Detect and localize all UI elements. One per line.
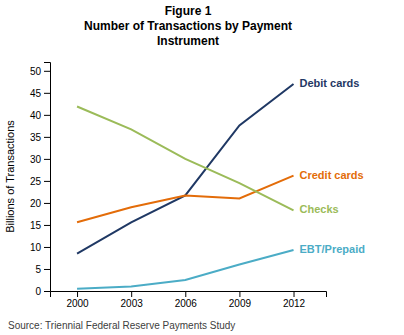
y-tick: 15 bbox=[30, 220, 50, 231]
y-tick: 25 bbox=[30, 176, 50, 187]
x-tick-mark bbox=[294, 291, 295, 297]
y-tick-mark bbox=[44, 225, 50, 226]
series-labels: Debit cards Credit cards Checks EBT/Prepaid bbox=[300, 77, 365, 255]
x-tick-mark bbox=[77, 291, 78, 297]
y-tick-mark bbox=[44, 269, 50, 270]
series-line bbox=[77, 84, 293, 254]
x-axis: 2000 2003 2006 2009 2012 bbox=[51, 291, 327, 309]
lines bbox=[77, 84, 293, 289]
y-tick: 10 bbox=[30, 242, 50, 253]
y-tick: 0 bbox=[35, 286, 50, 297]
y-tick-label: 5 bbox=[35, 264, 41, 275]
x-axis-line bbox=[51, 292, 327, 298]
title-line: Instrument bbox=[157, 34, 219, 48]
x-tick-mark bbox=[131, 291, 132, 297]
x-tick-mark bbox=[239, 291, 240, 297]
title: Figure 1Number of Transactions by Paymen… bbox=[84, 4, 292, 48]
y-axis: 0 5 10 15 20 25 30 35 40 45 50 bbox=[30, 63, 51, 297]
x-tick: 2006 bbox=[175, 291, 198, 309]
title-line: Number of Transactions by Payment bbox=[84, 19, 292, 33]
y-tick-mark bbox=[44, 181, 50, 182]
y-tick-mark bbox=[44, 247, 50, 248]
y-tick: 5 bbox=[35, 264, 50, 275]
x-tick-label: 2009 bbox=[229, 298, 252, 309]
series-label: Checks bbox=[300, 203, 339, 215]
y-tick-mark bbox=[44, 93, 50, 94]
x-tick: 2000 bbox=[66, 291, 89, 309]
x-tick-label: 2012 bbox=[283, 298, 306, 309]
y-tick-mark bbox=[44, 137, 50, 138]
y-tick: 30 bbox=[30, 154, 50, 165]
source: Source: Triennial Federal Reserve Paymen… bbox=[8, 320, 235, 331]
y-tick-label: 0 bbox=[35, 286, 41, 297]
y-tick: 35 bbox=[30, 132, 50, 143]
y-tick: 40 bbox=[30, 110, 50, 121]
y-tick: 45 bbox=[30, 88, 50, 99]
x-tick-label: 2000 bbox=[66, 298, 89, 309]
x-tick-label: 2006 bbox=[175, 298, 198, 309]
y-tick-label: 35 bbox=[30, 132, 42, 143]
series-label: Credit cards bbox=[300, 169, 364, 181]
y-tick-mark bbox=[44, 291, 50, 292]
y-tick: 20 bbox=[30, 198, 50, 209]
x-tick: 2009 bbox=[229, 291, 252, 309]
chart: 2000 2003 2006 2009 2012 0 5 10 15 20 25 30 35 40 45 50… bbox=[0, 0, 404, 335]
y-tick-label: 10 bbox=[30, 242, 42, 253]
y-tick-label: 45 bbox=[30, 88, 42, 99]
y-axis-line bbox=[44, 63, 51, 292]
series-line bbox=[77, 176, 293, 223]
plot: 2000 2003 2006 2009 2012 0 5 10 15 20 25 30 35 40 45 50… bbox=[30, 63, 365, 310]
series-line bbox=[77, 106, 293, 210]
y-tick-mark bbox=[44, 159, 50, 160]
series-label: EBT/Prepaid bbox=[300, 243, 365, 255]
x-tick: 2003 bbox=[121, 291, 144, 309]
y-tick-label: 40 bbox=[30, 110, 42, 121]
y-tick-mark bbox=[44, 71, 50, 72]
y-tick-label: 15 bbox=[30, 220, 42, 231]
y-tick-label: 50 bbox=[30, 66, 42, 77]
y-tick-mark bbox=[44, 115, 50, 116]
y-tick-mark bbox=[44, 203, 50, 204]
y-axis-title: Billions of Transactions bbox=[4, 120, 16, 233]
y-tick-label: 25 bbox=[30, 176, 42, 187]
series-line bbox=[77, 250, 293, 289]
title-line: Figure 1 bbox=[165, 4, 212, 18]
y-tick-label: 20 bbox=[30, 198, 42, 209]
series-label: Debit cards bbox=[300, 77, 360, 89]
y-tick-label: 30 bbox=[30, 154, 42, 165]
x-tick: 2012 bbox=[283, 291, 306, 309]
y-tick: 50 bbox=[30, 66, 50, 77]
x-tick-mark bbox=[185, 291, 186, 297]
x-tick-label: 2003 bbox=[121, 298, 144, 309]
